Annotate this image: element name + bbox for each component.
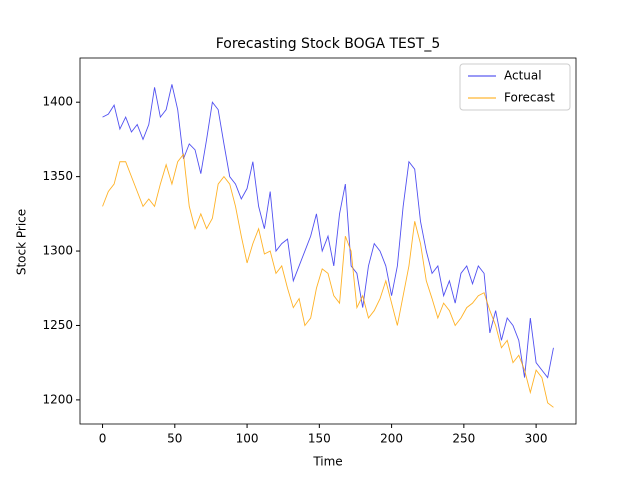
legend-label: Forecast (504, 91, 555, 105)
chart-title: Forecasting Stock BOGA TEST_5 (216, 36, 441, 52)
y-axis-label: Stock Price (15, 209, 29, 275)
x-tick-label: 200 (380, 432, 403, 446)
x-tick-label: 50 (167, 432, 182, 446)
y-tick-label: 1350 (42, 169, 73, 183)
legend-label: Actual (504, 69, 542, 83)
y-tick-label: 1200 (42, 392, 73, 406)
plot-frame (79, 57, 577, 425)
x-tick-label: 100 (236, 432, 259, 446)
series-line (102, 153, 554, 408)
series-line (102, 84, 554, 379)
x-axis-label: Time (312, 455, 342, 469)
x-tick-label: 250 (452, 432, 475, 446)
x-tick-label: 300 (525, 432, 548, 446)
y-tick-label: 1400 (42, 95, 73, 109)
x-tick-label: 150 (308, 432, 331, 446)
y-tick-label: 1300 (42, 244, 73, 258)
y-tick-label: 1250 (42, 318, 73, 332)
x-tick-label: 0 (99, 432, 107, 446)
